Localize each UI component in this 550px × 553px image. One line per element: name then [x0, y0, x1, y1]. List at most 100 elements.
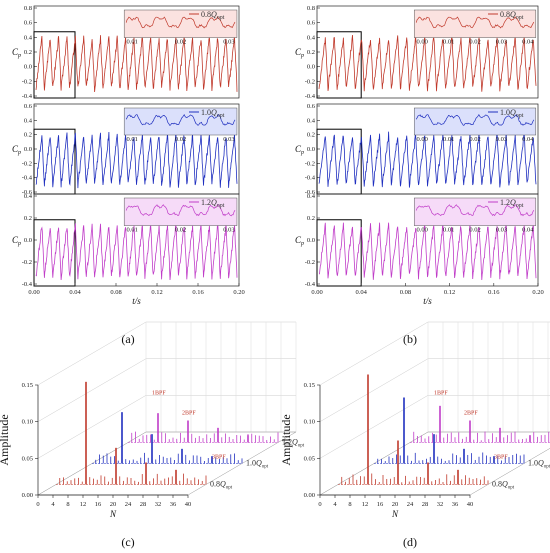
y-tick-label: -0.4 [22, 281, 33, 288]
y-tick-label: -0.4 [305, 175, 316, 182]
y-axis-label: Cp [295, 144, 304, 156]
x-tick-label: 24 [407, 501, 414, 508]
y-tick-label: 0.4 [24, 34, 33, 41]
x-tick-label: 20 [392, 501, 399, 508]
cp-signal-2 [35, 131, 238, 189]
legend-2-label: 1.0Qopt [201, 108, 225, 119]
y-tick-label: 0.0 [307, 237, 315, 244]
cp-signal-2 [318, 131, 537, 188]
z-tick-label: 0.10 [304, 419, 315, 426]
z-tick-label: 0.15 [304, 382, 315, 389]
legend-3-label: 1.2Qopt [201, 198, 225, 209]
x-tick-label: 0.20 [532, 289, 543, 296]
x-tick-label: 40 [185, 501, 192, 508]
row-2: 0.6 0.4 0.2 0.0 -0.2 -0.4 -0.6 Cp 0.01 0.02 0.03 1.… [12, 103, 240, 196]
inset-x-tick-label: 0.00 [417, 136, 428, 143]
y-tick-label: -0.2 [22, 259, 32, 266]
y-tick-label: -0.4 [305, 93, 316, 100]
z-tick-label: 0.15 [22, 382, 33, 389]
series-label: 1.0Qopt [246, 459, 269, 470]
inset-x-tick-label: 0.04 [522, 227, 534, 234]
y-tick-label: -0.6 [22, 189, 33, 196]
caption-a: (a) [121, 332, 134, 346]
inset-x-tick-label: 0.02 [469, 136, 480, 143]
row-3: 0.4 0.2 0.0 -0.2 -0.4 Cp 0.01 0.02 0.03 1.2Qopt [12, 193, 240, 288]
x-tick-label: 0.00 [28, 289, 39, 296]
y-axis-label: Cp [295, 235, 304, 247]
x-tick-label: 4 [333, 501, 337, 508]
inset-x-tick-label: 0.03 [223, 136, 234, 143]
side-grid [319, 358, 429, 422]
side-grid [37, 321, 147, 386]
y-tick-label: -0.4 [305, 281, 316, 288]
y-tick-label: -0.2 [22, 160, 32, 167]
y-tick-label: 0.0 [307, 64, 315, 71]
cp-signal-3 [35, 222, 238, 281]
inset-frame [123, 197, 238, 226]
inset-x-tick-label: 0.02 [175, 227, 186, 234]
series-label: 1.0Qopt [528, 459, 550, 470]
y-tick-label: 0.6 [24, 20, 33, 27]
z-tick-label: 0.10 [22, 419, 33, 426]
inset-x-tick-label: 0.01 [443, 227, 454, 234]
inset-x-tick-label: 0.03 [496, 39, 507, 46]
x-axis-label: t/s [423, 296, 432, 306]
y-tick-label: 0.8 [307, 5, 315, 12]
inset-signal [125, 204, 236, 217]
x-tick-label: 28 [140, 501, 147, 508]
y-axis-label: Cp [12, 144, 21, 156]
zoom-window-box [33, 128, 76, 195]
row-3: 0.4 0.2 0.0 -0.2 -0.4 Cp 0.00 0.01 0.02 0.03 0.04 1… [295, 193, 539, 288]
x-tick-label: 36 [452, 501, 459, 508]
y-tick-label: 0.6 [307, 103, 316, 110]
inset-x-tick-label: 0.03 [223, 39, 234, 46]
x-tick-label: 24 [125, 501, 132, 508]
x-tick-label: 8 [66, 501, 69, 508]
y-tick-label: 0.2 [307, 132, 315, 139]
y-tick-label: 0.6 [24, 103, 33, 110]
caption-b: (b) [403, 332, 417, 346]
panel-c-spectrum: 0.00 0.05 0.10 0.15 Amplitude 0 4 8 12 16 20 24 28 32… [0, 321, 305, 519]
x-tick-label: 0.16 [488, 289, 500, 296]
x-tick-label: 0 [318, 501, 321, 508]
annotation-3: 3BPF [494, 455, 508, 461]
zoom-window-box [316, 31, 362, 99]
y-axis-label: Cp [12, 235, 21, 247]
inset-x-tick-label: 0.00 [417, 227, 428, 234]
panel-a-time-series: 0.8 0.6 0.4 0.2 0.0 -0.2 -0.4 Cp 0.01 0.02 0.03 0.8… [12, 5, 245, 306]
y-tick-label: -0.6 [305, 189, 316, 196]
y-tick-label: 0.4 [307, 117, 316, 124]
zoom-window-box [33, 31, 76, 99]
cp-signal-3 [319, 222, 537, 281]
x-tick-label: 20 [110, 501, 117, 508]
z-tick-label: 0.00 [22, 492, 33, 499]
inset-x-tick-label: 0.04 [522, 136, 534, 143]
inset-x-tick-label: 0.04 [522, 39, 534, 46]
inset-signal [415, 204, 535, 217]
inset-x-tick-label: 0.02 [175, 39, 186, 46]
y-tick-label: -0.4 [22, 93, 33, 100]
x-tick-label: 36 [170, 501, 177, 508]
x-tick-label: 40 [467, 501, 474, 508]
inset-frame [413, 197, 537, 226]
x-tick-label: 0.08 [400, 289, 411, 296]
x-tick-label: 16 [95, 501, 102, 508]
legend-2-label: 1.0Qopt [500, 108, 524, 119]
panel-b-time-series: 0.8 0.6 0.4 0.2 0.0 -0.2 -0.4 Cp 0.00 0.01 0.02 0.0… [295, 5, 544, 306]
x-tick-label: 8 [348, 501, 351, 508]
inset-x-tick-label: 0.03 [496, 227, 507, 234]
caption-c: (c) [121, 535, 134, 549]
z-tick-label: 0.05 [304, 455, 315, 462]
y-tick-label: 0.2 [307, 215, 315, 222]
y-tick-label: -0.4 [22, 175, 33, 182]
inset-x-tick-label: 0.02 [469, 227, 480, 234]
z-tick-label: 0.00 [304, 492, 315, 499]
y-tick-label: -0.2 [22, 78, 32, 85]
y-tick-label: 0.4 [24, 117, 33, 124]
panel-d-spectrum: 0.00 0.05 0.10 0.15 Amplitude 0 4 8 12 16 20 24 28 32… [279, 321, 550, 519]
annotation-2: 2BPF [464, 411, 478, 417]
annotation-1: 1BPF [152, 391, 166, 397]
y-tick-label: 0.8 [24, 5, 32, 12]
y-tick-label: 0.2 [24, 49, 32, 56]
side-grid [319, 321, 429, 386]
